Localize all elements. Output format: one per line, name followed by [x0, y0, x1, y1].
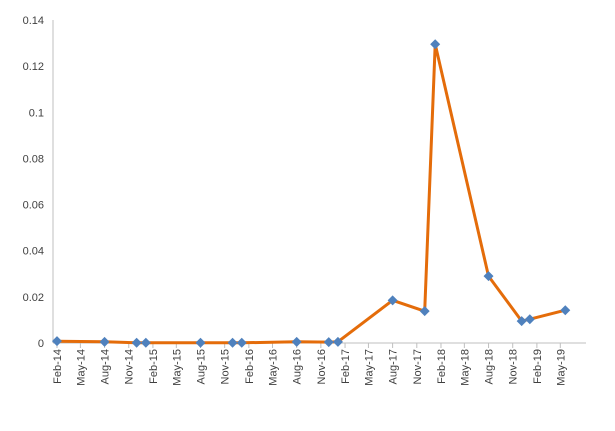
- x-tick-label: Nov-16: [316, 349, 328, 384]
- series-line: [56, 42, 566, 345]
- data-point-marker: [236, 337, 247, 348]
- x-tick-label: Feb-15: [148, 349, 160, 384]
- data-point-marker: [131, 337, 142, 348]
- x-tick-label: May-14: [75, 349, 87, 386]
- y-tick-label: 0: [38, 338, 44, 350]
- x-tick-label: May-19: [555, 349, 567, 386]
- y-tick-label: 0.14: [23, 15, 44, 27]
- x-tick-label: Nov-14: [124, 349, 136, 384]
- x-tick-label: Nov-17: [412, 349, 424, 384]
- y-tick-label: 0.12: [23, 61, 44, 73]
- x-tick-label: Nov-18: [508, 349, 520, 384]
- x-tick-label: Feb-17: [340, 349, 352, 384]
- data-point-marker: [419, 306, 430, 317]
- x-tick-label: May-18: [459, 349, 471, 386]
- data-point-marker: [291, 336, 302, 347]
- data-point-marker: [323, 337, 334, 348]
- x-axis: Feb-14 May-14 Aug-14 Nov-14 Feb-15 May-15 Aug-…: [52, 342, 586, 386]
- y-tick-label: 0.08: [23, 153, 44, 165]
- data-point-marker: [516, 316, 527, 327]
- data-point-marker: [227, 337, 238, 348]
- y-tick-label: 0.1: [29, 107, 44, 119]
- y-axis: 0 0.02 0.04 0.06 0.08 0.1 0.12 0.14: [23, 15, 54, 350]
- x-tick-label: Feb-14: [52, 349, 64, 384]
- x-tick-label: Feb-16: [244, 349, 256, 384]
- series-layer: [52, 39, 571, 348]
- data-point-marker: [332, 336, 343, 347]
- data-point-marker: [387, 295, 398, 306]
- x-tick-label: Aug-16: [292, 349, 304, 384]
- x-tick-label: May-15: [171, 349, 183, 386]
- x-tick-label: May-17: [363, 349, 375, 386]
- x-tick-label: Feb-18: [436, 349, 448, 384]
- data-point-marker: [195, 337, 206, 348]
- x-tick-label: Aug-14: [100, 349, 112, 384]
- y-tick-label: 0.06: [23, 200, 44, 212]
- data-point-marker: [483, 271, 494, 282]
- x-tick-label: May-16: [268, 349, 280, 386]
- data-point-marker: [99, 336, 110, 347]
- data-point-marker: [524, 314, 535, 325]
- x-tick-label: Aug-17: [388, 349, 400, 384]
- y-tick-label: 0.04: [23, 246, 44, 258]
- data-point-marker: [560, 305, 571, 316]
- x-tick-label: Aug-15: [195, 349, 207, 384]
- x-tick-label: Nov-15: [220, 349, 232, 384]
- data-point-marker: [52, 336, 62, 347]
- y-tick-label: 0.02: [23, 292, 44, 304]
- x-tick-label: Aug-18: [484, 349, 496, 384]
- data-point-marker: [140, 337, 151, 348]
- x-tick-label: Feb-19: [532, 349, 544, 384]
- data-point-marker: [430, 39, 441, 50]
